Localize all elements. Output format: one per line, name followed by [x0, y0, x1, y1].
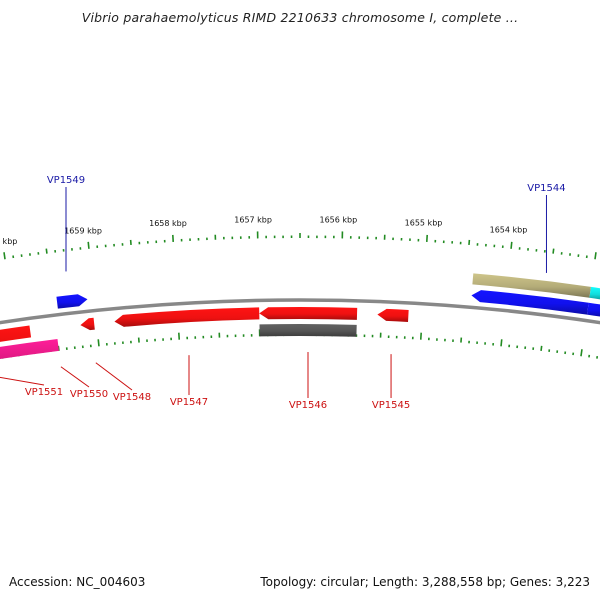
- backbone-arc: [0, 298, 600, 325]
- scale-tick: [552, 248, 555, 254]
- scale-labels: 1660 kbp 1659 kbp 1658 kbp 1657 kbp 1656 kbp…: [0, 215, 527, 246]
- scale-tick: [45, 248, 48, 254]
- leader-line: [95, 362, 133, 391]
- scale-label: 1660 kbp: [0, 237, 17, 246]
- leader-line: [0, 376, 45, 386]
- gene-label: VP1550: [70, 389, 108, 400]
- gene-features: [0, 273, 600, 372]
- gene-label: VP1546: [289, 400, 327, 411]
- scale-label: 1654 kbp: [490, 225, 528, 234]
- scale-tick: [87, 241, 90, 249]
- gene-label: VP1544: [527, 183, 565, 194]
- chromosome-backbone: [0, 298, 600, 325]
- scale-tick: [97, 339, 100, 347]
- scale-tick: [580, 349, 583, 357]
- scale-label: 1657 kbp: [234, 216, 272, 225]
- gene-vp1551[interactable]: [0, 338, 59, 372]
- gene-g2[interactable]: [589, 286, 600, 300]
- gene-labels: VP1544 VP1549 VP1548 VP1547 VP1546 VP1545 VP15…: [0, 175, 566, 411]
- gene-g1[interactable]: [472, 273, 591, 298]
- gene-vp1548[interactable]: [80, 317, 95, 331]
- scale-label: 1659 kbp: [64, 226, 102, 235]
- scale-label: 1656 kbp: [319, 215, 357, 224]
- gene-label: VP1551: [25, 387, 63, 398]
- gene-vp1544[interactable]: [471, 290, 589, 315]
- gene-label: VP1548: [113, 392, 151, 403]
- scale-label: 1658 kbp: [149, 219, 187, 228]
- scale-tick: [510, 241, 513, 249]
- gene-g10[interactable]: [0, 325, 32, 354]
- gene-label: VP1545: [372, 400, 410, 411]
- gene-label: VP1549: [47, 175, 85, 186]
- scale-tick: [3, 252, 6, 260]
- scale-label: 1655 kbp: [405, 219, 443, 228]
- gene-g12[interactable]: [259, 323, 357, 337]
- map-title: Vibrio parahaemolyticus RIMD 2210633 chr…: [81, 10, 519, 25]
- scale-tick: [594, 252, 597, 260]
- gene-vp1546[interactable]: [259, 306, 358, 320]
- gene-vp1547[interactable]: [114, 307, 260, 327]
- gene-label: VP1547: [170, 397, 208, 408]
- scale-tick: [500, 339, 503, 347]
- outer-scale-ticks: [3, 231, 597, 260]
- accession-text: Accession: NC_004603: [9, 575, 146, 589]
- gene-vp1549[interactable]: [56, 294, 88, 309]
- gene-vp1545[interactable]: [377, 308, 409, 322]
- inner-scale-ticks: [1, 329, 599, 359]
- gene-g4[interactable]: [586, 302, 600, 317]
- genome-summary-text: Topology: circular; Length: 3,288,558 bp…: [260, 575, 590, 589]
- scale-tick: [540, 345, 543, 351]
- leader-line: [60, 366, 90, 388]
